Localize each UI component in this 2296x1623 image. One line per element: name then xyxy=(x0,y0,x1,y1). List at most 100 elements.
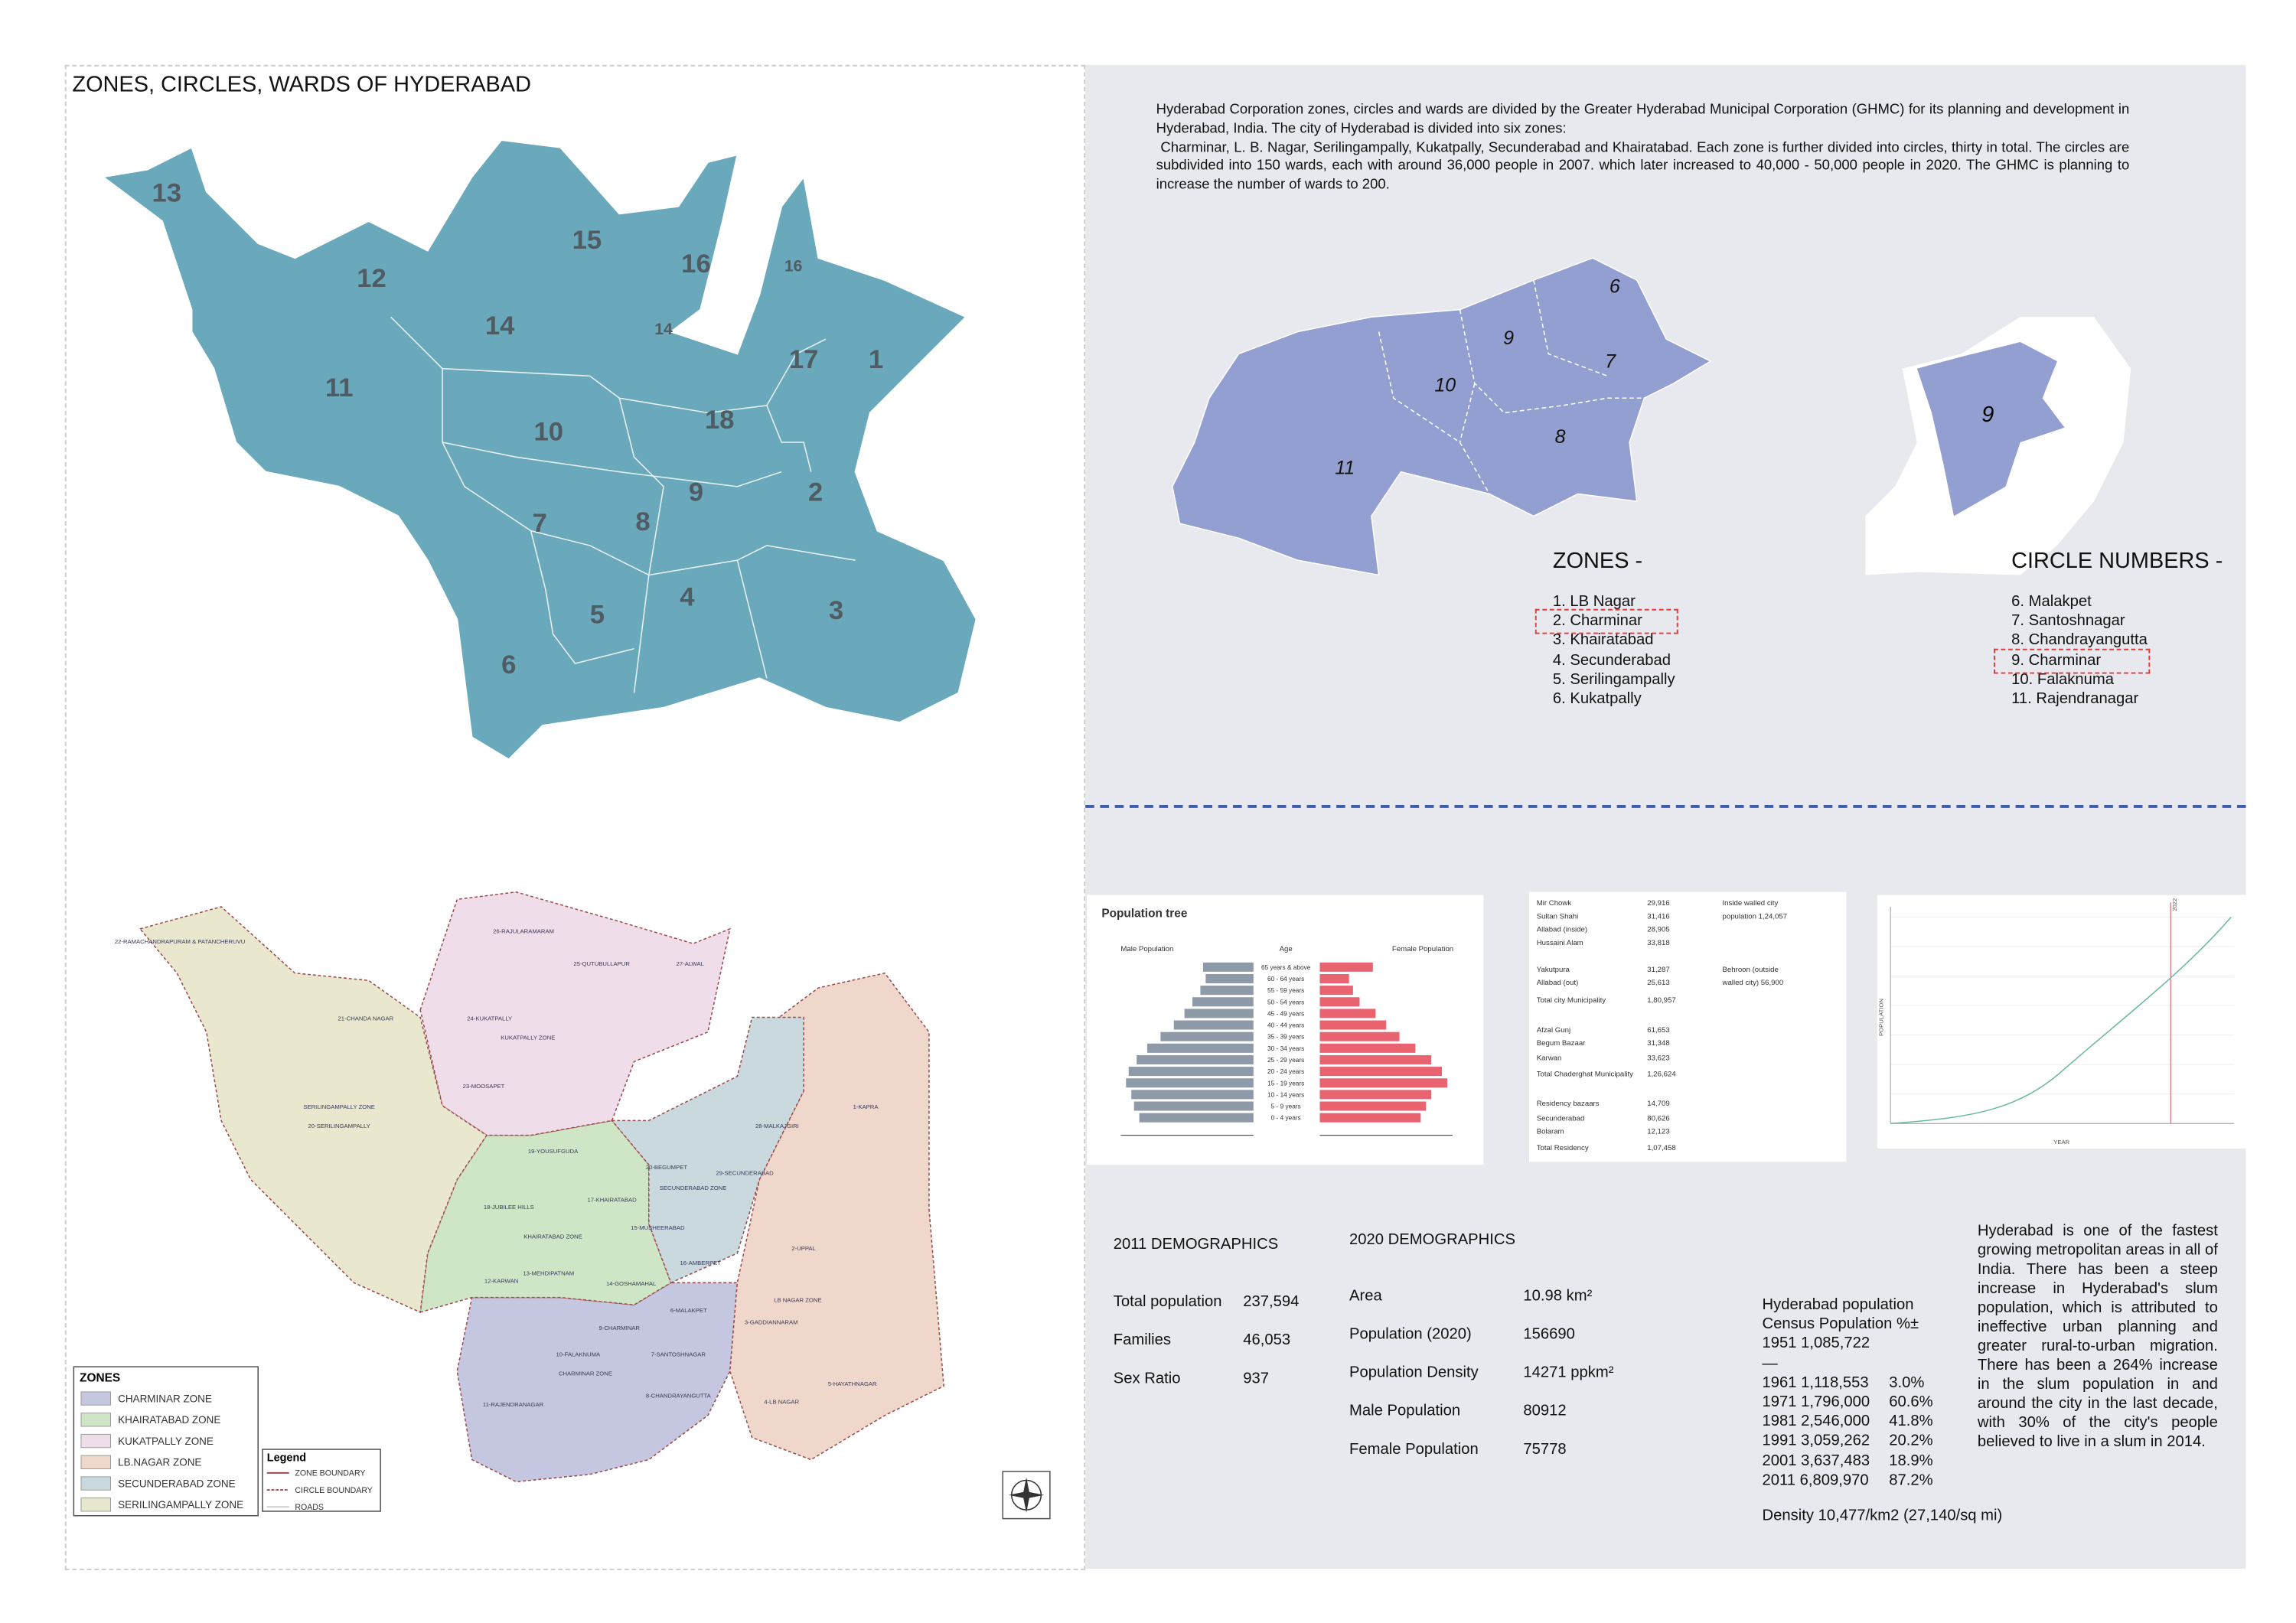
table-name: Allabad (out) xyxy=(1537,979,1579,987)
list-item: 2. Charminar xyxy=(1534,609,1678,635)
legend-label: LB.NAGAR ZONE xyxy=(118,1457,201,1468)
legend-swatch xyxy=(80,1476,111,1491)
zone-map-label: 22-RAMACHANDRAPURAM & PATANCHERUVU xyxy=(115,938,245,945)
ward-label: 11 xyxy=(325,373,354,402)
ward-label: 9 xyxy=(689,478,703,507)
male-bar xyxy=(1200,986,1254,996)
demographic-row: Female Population 75778 xyxy=(1349,1440,1613,1478)
census-change: 87.2% xyxy=(1889,1471,1933,1489)
zone-area xyxy=(610,1016,804,1284)
demographic-value: 14271 ppkm² xyxy=(1523,1364,1614,1382)
male-bar xyxy=(1147,1043,1254,1053)
list-item: 8. Chandrayangutta xyxy=(2011,631,2148,650)
circle-label: 8 xyxy=(1555,426,1566,448)
age-label: 35 - 39 years xyxy=(1267,1034,1304,1041)
pyramid-female-label: Female Population xyxy=(1392,945,1453,953)
left-panel xyxy=(64,64,1086,1571)
female-bar xyxy=(1319,1078,1447,1088)
table-value: 1,26,624 xyxy=(1647,1071,1676,1079)
zone-map-label: 12-KARWAN xyxy=(484,1277,518,1284)
zone-map-label: 20-BEGUMPET xyxy=(646,1164,688,1171)
legend-label: CHARMINAR ZONE xyxy=(118,1393,212,1404)
zone-area xyxy=(139,906,488,1313)
circle-boundary xyxy=(1459,383,1476,443)
circle-label: 10 xyxy=(1434,374,1456,396)
demographic-label: Population Density xyxy=(1349,1364,1479,1382)
demographics-2011-heading: 2011 DEMOGRAPHICS xyxy=(1113,1235,1279,1253)
ward-label: 10 xyxy=(533,418,563,447)
growth-marker-label: 2022 xyxy=(2171,898,2178,911)
table-value: 1,80,957 xyxy=(1647,996,1675,1005)
table-value: 31,287 xyxy=(1647,966,1669,974)
census-density: Density 10,477/km2 (27,140/sq mi) xyxy=(1762,1507,2003,1525)
table-note: Behroon (outside xyxy=(1723,966,1779,974)
circle-label: 9 xyxy=(1503,328,1514,349)
table-panel xyxy=(1529,891,1847,1162)
list-item: 4. Secunderabad xyxy=(1552,650,1671,670)
table-note: Inside walled city xyxy=(1723,899,1779,908)
intro-text: Hyderabad Corporation zones, circles and… xyxy=(1156,101,2130,137)
census-row: 2011 6,809,970 87.2% xyxy=(1763,1471,1933,1491)
key-box xyxy=(262,1449,381,1512)
demographic-row: Families 46,053 xyxy=(1114,1331,1300,1370)
female-bar xyxy=(1319,1009,1376,1018)
demographic-label: Sex Ratio xyxy=(1113,1369,1181,1388)
ward-boundary xyxy=(766,405,812,472)
census-dash: — xyxy=(1762,1354,1778,1373)
demographic-value: 156690 xyxy=(1523,1325,1575,1344)
age-label: 10 - 14 years xyxy=(1267,1091,1304,1098)
divider xyxy=(1085,805,2246,808)
list-item: 9. Charminar xyxy=(1994,647,2151,674)
ward-boundary xyxy=(618,398,664,693)
zone-map-label: 20-SERILINGAMPALLY xyxy=(308,1123,370,1129)
census-row: 1991 3,059,262 20.2% xyxy=(1763,1432,1933,1452)
ward-boundary xyxy=(442,338,827,414)
zone-map-label: 17-KHAIRATABAD xyxy=(588,1196,638,1203)
male-bar xyxy=(1126,1078,1254,1088)
age-label: 65 years & above xyxy=(1261,964,1311,971)
demographics-2020: Area 10.98 km² Population (2020) 156690 Popu… xyxy=(1349,1287,1613,1478)
male-bar xyxy=(1173,1020,1254,1030)
zone-map-label: SERILINGAMPALLY ZONE xyxy=(303,1103,375,1110)
demographic-row: Area 10.98 km² xyxy=(1349,1287,1613,1325)
zone-map-label: 11-RAJENDRANAGAR xyxy=(483,1401,544,1408)
age-label: 50 - 54 years xyxy=(1267,999,1304,1005)
table-name: Bolaram xyxy=(1537,1128,1564,1136)
table-note: population 1,24,057 xyxy=(1723,912,1788,921)
male-bar xyxy=(1133,1101,1254,1111)
census-year-pop: 1961 1,118,553 xyxy=(1762,1374,1869,1392)
ward-label: 1 xyxy=(869,345,883,374)
ward-boundary xyxy=(442,442,782,487)
pyramid-age-label: Age xyxy=(1280,945,1293,953)
zones-heading: ZONES - xyxy=(1552,548,1643,574)
legend-swatch xyxy=(80,1498,111,1512)
female-bar xyxy=(1319,973,1349,984)
age-label: 30 - 34 years xyxy=(1267,1045,1304,1052)
table-name: Secunderabad xyxy=(1537,1114,1585,1123)
zone-map-label: SECUNDERABAD ZONE xyxy=(660,1185,727,1191)
female-bar xyxy=(1319,1031,1400,1041)
list-item: 10. Falaknuma xyxy=(2011,670,2115,689)
pyramid-title: Population tree xyxy=(1101,907,1188,920)
zone-map-label: 25-QUTUBULLAPUR xyxy=(573,960,630,967)
census-row: 1981 2,546,000 41.8% xyxy=(1763,1413,1933,1432)
circle-boundary xyxy=(1533,279,1608,377)
male-bar xyxy=(1160,1031,1254,1041)
demographic-row: Male Population 80912 xyxy=(1349,1402,1613,1440)
zone-map-label: 7-SANTOSHNAGAR xyxy=(651,1351,706,1358)
ward-label: 5 xyxy=(590,601,605,630)
female-bar xyxy=(1319,1020,1387,1030)
zone-map-label: 16-AMBERPET xyxy=(680,1260,722,1266)
legend-label: KHAIRATABAD ZONE xyxy=(118,1414,220,1426)
table-value: 1,07,458 xyxy=(1647,1144,1675,1152)
inset-label: 9 xyxy=(1981,402,1994,427)
zone-map-label: 24-KUKATPALLY xyxy=(467,1015,512,1022)
legend-swatch xyxy=(80,1413,111,1427)
female-bar xyxy=(1319,997,1360,1007)
demographics-2011: Total population 237,594 Families 46,053 Sex… xyxy=(1114,1293,1300,1408)
ward-boundary xyxy=(530,530,634,664)
census-row: 1971 1,796,000 60.6% xyxy=(1763,1393,1933,1413)
census-year-pop: 2001 3,637,483 xyxy=(1762,1452,1870,1470)
inset-circle xyxy=(1916,342,2065,517)
demographic-value: 937 xyxy=(1243,1369,1270,1388)
